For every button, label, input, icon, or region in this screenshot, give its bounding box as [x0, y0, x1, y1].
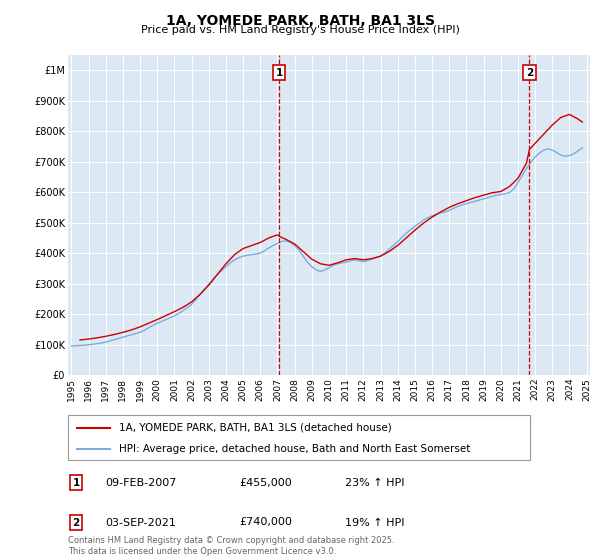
Text: Contains HM Land Registry data © Crown copyright and database right 2025.
This d: Contains HM Land Registry data © Crown c… [68, 536, 395, 556]
Text: 1: 1 [73, 478, 80, 488]
Text: HPI: Average price, detached house, Bath and North East Somerset: HPI: Average price, detached house, Bath… [119, 444, 470, 454]
Text: 2: 2 [73, 517, 80, 528]
Text: 03-SEP-2021: 03-SEP-2021 [105, 517, 176, 528]
Text: 19% ↑ HPI: 19% ↑ HPI [345, 517, 404, 528]
Text: 09-FEB-2007: 09-FEB-2007 [105, 478, 176, 488]
Text: 1: 1 [275, 68, 283, 78]
Text: 1A, YOMEDE PARK, BATH, BA1 3LS (detached house): 1A, YOMEDE PARK, BATH, BA1 3LS (detached… [119, 423, 392, 432]
Text: £740,000: £740,000 [239, 517, 292, 528]
Text: 2: 2 [526, 68, 533, 78]
Text: Price paid vs. HM Land Registry's House Price Index (HPI): Price paid vs. HM Land Registry's House … [140, 25, 460, 35]
Text: 23% ↑ HPI: 23% ↑ HPI [345, 478, 404, 488]
FancyBboxPatch shape [68, 415, 530, 460]
Text: 1A, YOMEDE PARK, BATH, BA1 3LS: 1A, YOMEDE PARK, BATH, BA1 3LS [166, 14, 434, 28]
Text: £455,000: £455,000 [239, 478, 292, 488]
